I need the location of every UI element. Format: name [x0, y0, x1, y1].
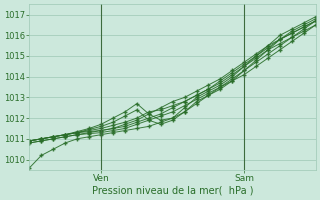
X-axis label: Pression niveau de la mer(  hPa ): Pression niveau de la mer( hPa ) [92, 186, 253, 196]
